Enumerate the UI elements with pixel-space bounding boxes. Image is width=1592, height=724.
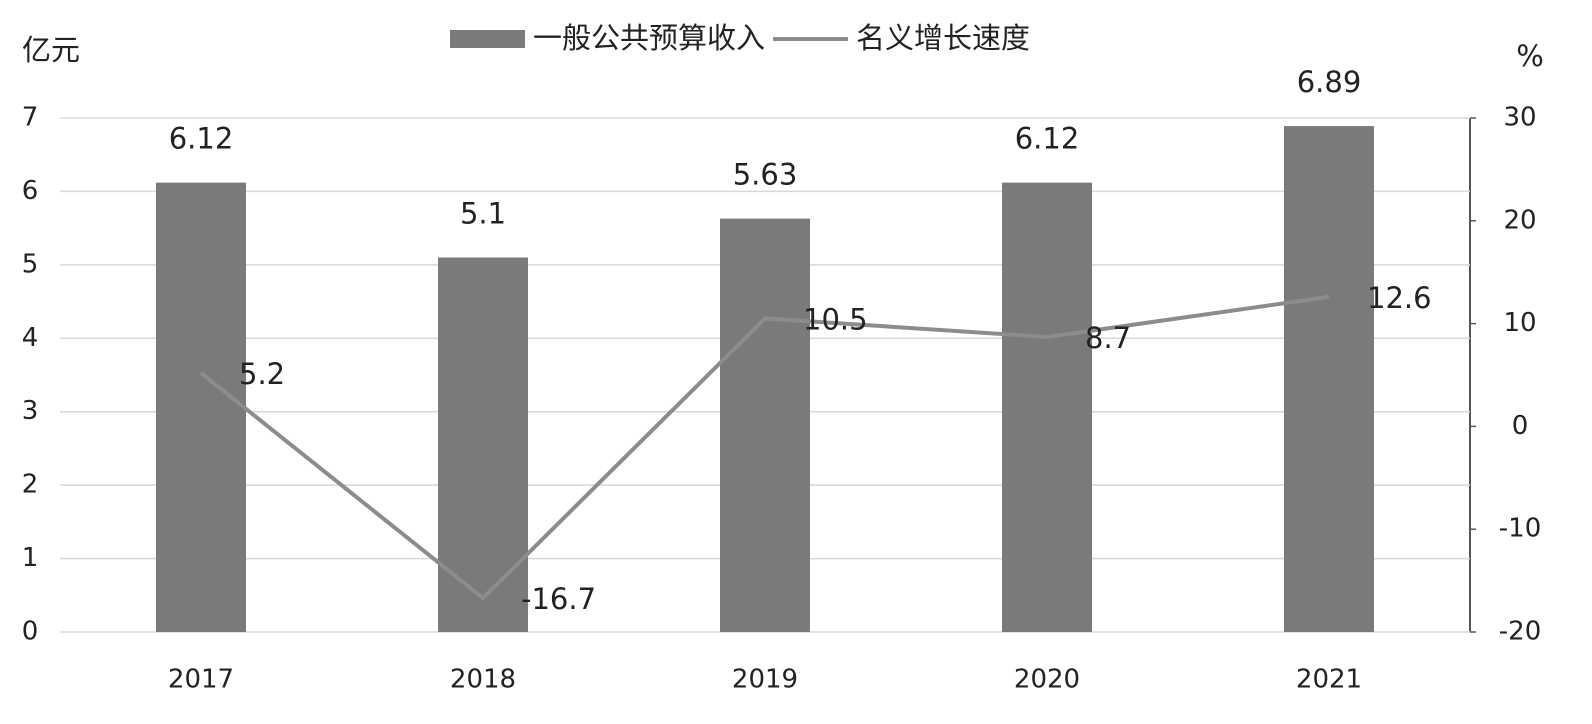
bar-value-label: 6.89 xyxy=(1297,65,1362,99)
line-value-label: 10.5 xyxy=(803,302,868,336)
y-tick-label: 3 xyxy=(22,396,39,426)
legend-label: 名义增长速度 xyxy=(856,21,1030,55)
y2-tick-label: 0 xyxy=(1512,411,1529,441)
y-tick-label: 1 xyxy=(22,543,39,573)
x-tick-label: 2018 xyxy=(450,665,516,695)
y-tick-label: 4 xyxy=(22,323,39,353)
y-tick-label: 2 xyxy=(22,470,39,500)
y2-tick-label: 20 xyxy=(1503,205,1536,235)
bar xyxy=(1284,126,1374,632)
x-tick-label: 2017 xyxy=(168,665,234,695)
line-value-label: 5.2 xyxy=(239,357,285,391)
line-value-label: 8.7 xyxy=(1085,321,1131,355)
bar-value-label: 6.12 xyxy=(169,122,234,156)
x-tick-label: 2019 xyxy=(732,665,798,695)
y2-tick-label: -20 xyxy=(1499,617,1541,647)
bar xyxy=(438,257,528,632)
legend-label: 一般公共预算收入 xyxy=(533,21,765,55)
y2-tick-label: 30 xyxy=(1503,103,1536,133)
bar-value-label: 5.63 xyxy=(733,158,798,192)
bar xyxy=(1002,182,1092,633)
line-value-label: -16.7 xyxy=(521,582,596,616)
y-tick-label: 0 xyxy=(22,617,39,647)
bar-value-label: 6.12 xyxy=(1015,122,1080,156)
x-tick-label: 2021 xyxy=(1296,665,1362,695)
y2-tick-label: 10 xyxy=(1503,308,1536,338)
y-axis-label: 亿元 xyxy=(22,33,80,67)
legend-swatch xyxy=(450,30,525,48)
y-tick-label: 6 xyxy=(22,176,39,206)
bar xyxy=(720,218,810,632)
bar-value-label: 5.1 xyxy=(460,197,506,231)
line-value-label: 12.6 xyxy=(1367,281,1432,315)
y-tick-label: 5 xyxy=(22,249,39,279)
y2-axis-label: % xyxy=(1516,39,1544,73)
bar xyxy=(156,182,246,633)
line xyxy=(199,294,1330,601)
y-tick-label: 7 xyxy=(22,103,39,133)
x-tick-label: 2020 xyxy=(1014,665,1080,695)
y2-tick-label: -10 xyxy=(1499,514,1541,544)
